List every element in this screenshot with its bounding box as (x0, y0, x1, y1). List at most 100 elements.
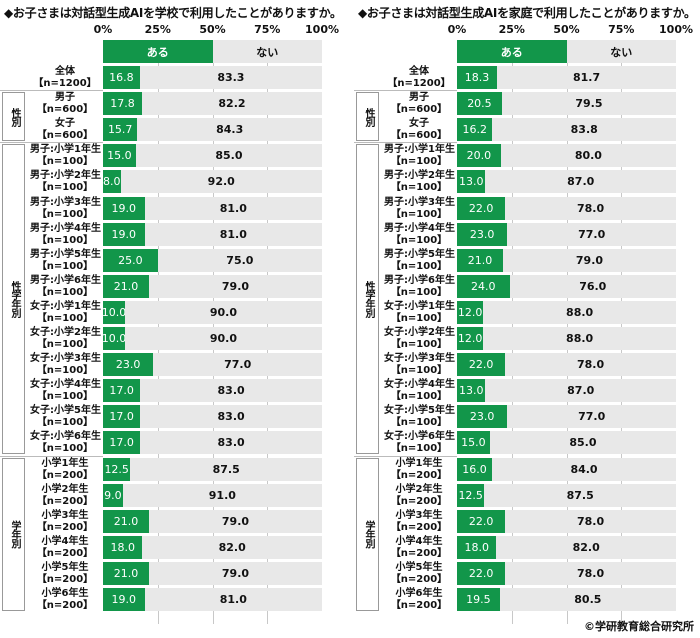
bar-row: 12.0 88.0 (457, 327, 676, 350)
axis-tick: 100% (659, 23, 693, 36)
bar-no: 81.0 (144, 222, 322, 246)
row-label: 男子:小学2年生 【n=100】 (384, 170, 455, 194)
sample-size: 【n=100】 (36, 286, 94, 298)
row-label: 女子:小学3年生 【n=100】 (384, 353, 455, 377)
bar-row: 23.0 77.0 (457, 405, 676, 429)
chart-title: ◆お子さまは対話型生成AIを家庭で利用したことがありますか。 (358, 6, 696, 20)
copyright-credit: ©学研教育総合研究所 (584, 620, 694, 633)
bar-no: 82.2 (141, 92, 322, 116)
bar-row: 17.0 83.0 (103, 379, 322, 403)
sample-size: 【n=100】 (390, 234, 448, 246)
group-separator (0, 142, 103, 144)
row-label: 小学4年生 【n=200】 (30, 536, 100, 560)
bar-yes: 16.8 (103, 66, 140, 89)
bar-row: 19.5 80.5 (457, 588, 676, 611)
bar-row: 12.5 87.5 (457, 483, 676, 507)
bar-no: 81.0 (144, 196, 322, 220)
bar-yes: 9.0 (103, 483, 123, 507)
sample-size: 【n=100】 (36, 208, 94, 220)
sample-size: 【n=1200】 (33, 78, 97, 89)
sample-size: 【n=100】 (390, 312, 448, 324)
bar-yes: 19.0 (103, 196, 145, 220)
bar-no: 75.0 (157, 248, 322, 272)
category-name: 男子:小学4年生 (384, 222, 455, 234)
group-label: 性別 (9, 107, 20, 126)
group-label: 学年別 (363, 520, 374, 548)
legend-yes: ある (457, 40, 567, 63)
row-label: 女子:小学1年生 【n=100】 (384, 301, 455, 325)
row-label: 女子:小学1年生 【n=100】 (30, 301, 101, 325)
bar-yes: 17.0 (103, 379, 141, 403)
bar-row: 19.0 81.0 (103, 588, 322, 611)
bar-no: 79.0 (148, 274, 322, 298)
axis-tick: 50% (553, 23, 580, 36)
bar-row: 12.5 87.5 (103, 457, 322, 481)
row-label: 全体 【n=1200】 (384, 66, 454, 90)
row-label: 小学4年生 【n=200】 (384, 536, 454, 560)
row-label: 女子:小学5年生 【n=100】 (30, 405, 101, 429)
row-label: 男子:小学4年生 【n=100】 (30, 223, 101, 247)
bar-no: 91.0 (122, 483, 322, 507)
sample-size: 【n=200】 (390, 600, 448, 611)
bar-row: 19.0 81.0 (103, 222, 322, 246)
bar-yes: 10.0 (102, 327, 126, 350)
sample-size: 【n=100】 (36, 260, 94, 272)
category-name: 女子:小学2年生 (30, 327, 101, 338)
category-name: 女子:小学6年生 (384, 431, 455, 443)
sample-size: 【n=200】 (390, 469, 448, 481)
row-label: 女子 【n=600】 (30, 118, 100, 142)
bar-row: 15.0 85.0 (457, 431, 676, 455)
x-axis: 0% 25% 50% 75% 100% (354, 23, 700, 37)
group-separator (354, 455, 457, 457)
category-name: 男子:小学1年生 (384, 144, 455, 156)
bar-no: 78.0 (505, 509, 676, 533)
category-name: 女子:小学5年生 (384, 405, 455, 417)
group-box-sex_grade: 性学年別 (2, 144, 25, 455)
row-label: 男子:小学5年生 【n=100】 (384, 249, 455, 273)
x-axis: 0% 25% 50% 75% 100% (0, 23, 350, 37)
axis-tick: 0% (93, 23, 113, 36)
row-label: 女子 【n=600】 (384, 118, 454, 142)
bar-yes: 19.5 (457, 588, 500, 611)
row-label: 男子:小学6年生 【n=100】 (384, 275, 455, 299)
axis-tick: 50% (199, 23, 226, 36)
group-separator (354, 90, 457, 92)
bar-yes: 10.0 (102, 300, 126, 324)
bar-no: 81.7 (497, 66, 676, 89)
sample-size: 【n=100】 (390, 156, 448, 168)
bar-no: 78.0 (505, 353, 676, 377)
sample-size: 【n=100】 (36, 443, 94, 455)
bar-row: 18.3 81.7 (457, 66, 676, 89)
bar-no: 77.0 (507, 222, 676, 246)
bar-no: 83.8 (492, 118, 676, 142)
chart-school: ◆お子さまは対話型生成AIを学校で利用したことがありますか。 0% 25% 50% 75… (0, 6, 350, 624)
sample-size: 【n=200】 (390, 573, 448, 585)
bar-yes: 25.0 (103, 248, 158, 272)
bar-no: 78.0 (505, 196, 676, 220)
axis-tick: 25% (498, 23, 525, 36)
bar-no: 92.0 (120, 170, 322, 194)
legend-no: ない (566, 40, 676, 63)
bar-yes: 22.0 (457, 196, 506, 220)
row-label: 男子:小学1年生 【n=100】 (384, 144, 455, 168)
group-label: 性学年別 (363, 281, 374, 318)
axis-tick: 100% (305, 23, 339, 36)
category-name: 男子:小学1年生 (30, 144, 101, 156)
bar-yes: 15.0 (103, 144, 136, 168)
sample-size: 【n=600】 (36, 130, 94, 142)
row-label: 小学6年生 【n=200】 (384, 588, 454, 612)
bar-no: 77.0 (507, 405, 676, 429)
row-label: 小学5年生 【n=200】 (30, 562, 100, 586)
row-label: 男子:小学5年生 【n=100】 (30, 249, 101, 273)
row-label: 女子:小学4年生 【n=100】 (384, 379, 455, 403)
bar-no: 84.0 (492, 457, 676, 481)
bar-row: 10.0 90.0 (102, 327, 322, 350)
category-name: 男子 (55, 92, 75, 104)
category-name: 男子:小学2年生 (384, 170, 455, 182)
bar-no: 79.0 (148, 561, 322, 585)
category-name: 小学3年生 (395, 509, 443, 521)
bar-yes: 24.0 (457, 274, 510, 298)
category-name: 小学5年生 (41, 561, 89, 573)
bar-no: 83.3 (139, 66, 322, 89)
bar-no: 83.0 (140, 405, 322, 429)
